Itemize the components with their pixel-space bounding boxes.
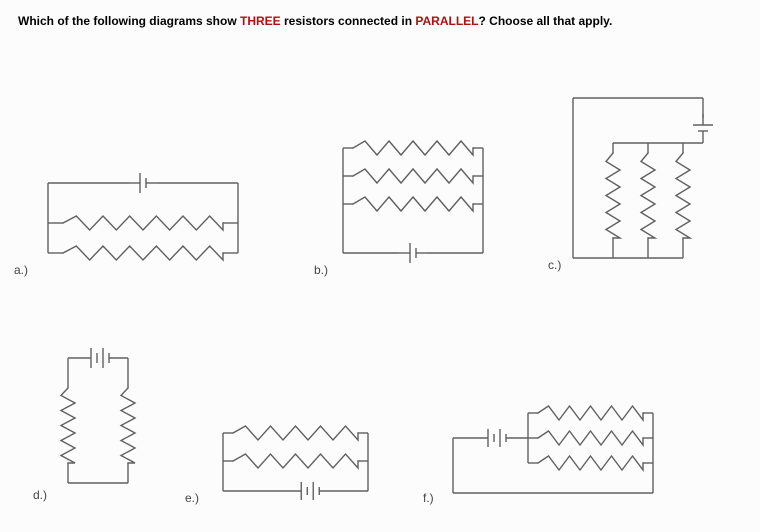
label-c: c.) [548, 258, 561, 272]
diagram-b [318, 128, 498, 283]
label-a: a.) [14, 263, 28, 277]
question-text: Which of the following diagrams show THR… [18, 14, 742, 28]
question-mid: resistors connected in [281, 14, 416, 28]
label-b: b.) [314, 263, 328, 277]
question-suffix: ? Choose all that apply. [479, 14, 613, 28]
diagram-d [43, 343, 153, 503]
circuit-a [18, 168, 258, 278]
diagram-f [438, 398, 668, 508]
diagram-c [558, 88, 728, 278]
highlight-word-2: PARALLEL [415, 14, 478, 28]
question-prefix: Which of the following diagrams show [18, 14, 240, 28]
circuit-b [318, 128, 498, 278]
highlight-word-1: THREE [240, 14, 281, 28]
label-d: d.) [33, 488, 47, 502]
diagram-grid: a.) b.) c.) d.) e.) f.) [18, 68, 742, 518]
circuit-d [43, 343, 153, 498]
circuit-c [558, 88, 728, 273]
circuit-e [203, 413, 383, 503]
label-f: f.) [423, 491, 434, 505]
diagram-a [18, 168, 258, 283]
label-e: e.) [185, 491, 199, 505]
diagram-e [203, 413, 383, 508]
circuit-f [438, 398, 668, 503]
